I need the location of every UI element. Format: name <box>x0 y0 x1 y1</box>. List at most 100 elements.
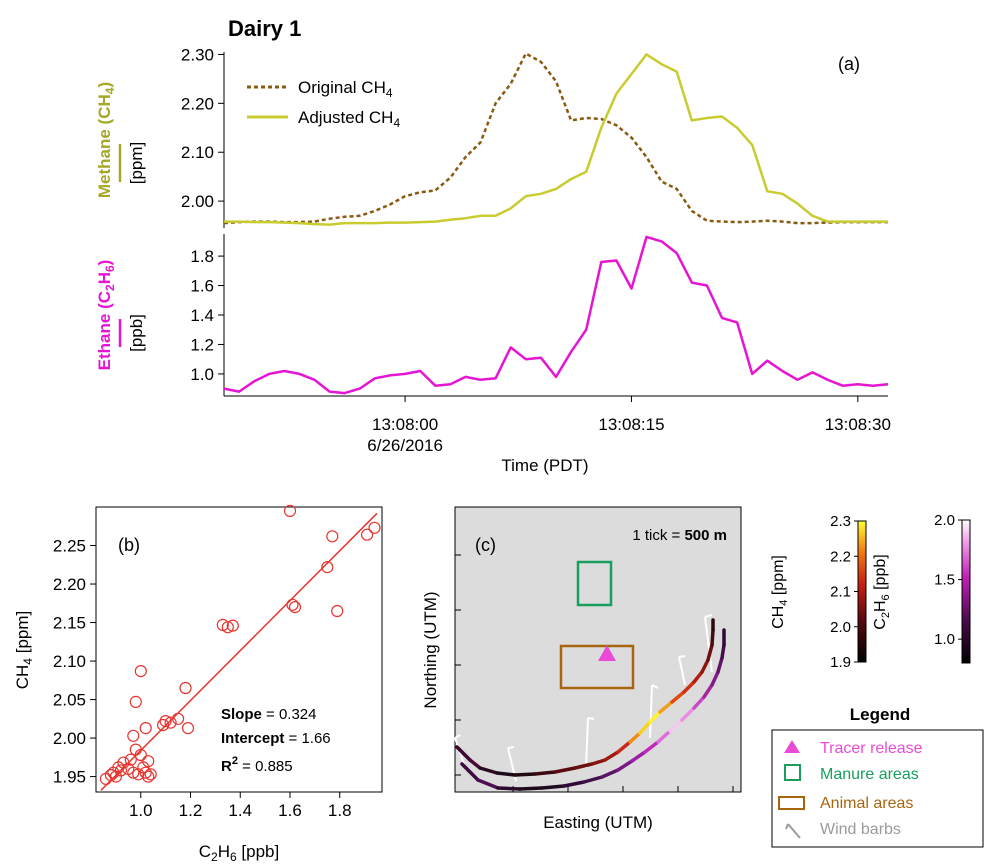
panel-b-axes <box>95 506 383 793</box>
track-segment <box>468 758 482 770</box>
fit-line <box>100 512 378 791</box>
track-segment <box>478 766 499 775</box>
track-segment <box>460 762 480 782</box>
track-segment <box>706 643 714 662</box>
track-segment <box>455 745 472 762</box>
legend-tracer-icon <box>784 740 800 753</box>
track-segment <box>692 695 706 710</box>
scatter-point <box>139 721 152 735</box>
map-legend-title: Legend <box>850 705 910 724</box>
colorbar-tick-label: 1.0 <box>934 631 955 648</box>
scatter-point <box>159 714 172 728</box>
scatter-point <box>181 721 195 735</box>
scatter-point <box>179 681 192 695</box>
y-tick-label: 1.4 <box>190 306 214 325</box>
time-x-label: Time (PDT) <box>501 456 588 475</box>
legend-animal-label: Animal areas <box>820 795 913 812</box>
x-tick-label: 1.0 <box>129 801 153 820</box>
track-segment <box>680 706 696 722</box>
x-tick-label: 1.2 <box>179 801 203 820</box>
panel-a-legend: Original CH4 Adjusted CH4 <box>247 78 400 130</box>
y-tick-label: 1.2 <box>190 335 214 354</box>
scatter-point <box>326 530 339 543</box>
y-tick-label: 1.95 <box>53 768 86 787</box>
y-tick-label: 2.10 <box>53 652 86 671</box>
y-tick-label: 1.0 <box>190 365 214 384</box>
colorbar-tick-label: 2.0 <box>934 512 955 529</box>
track-segment <box>682 680 696 694</box>
scatter-ticks: 1.0 1.2 1.4 1.6 1.8 1.95 2.00 2.05 2.10 2.15 2.20 2… <box>53 537 352 820</box>
legend-original-label: Original CH4 <box>298 78 393 100</box>
track-segment <box>628 731 642 744</box>
track-segment <box>702 683 714 699</box>
tracer-release-marker <box>598 645 616 661</box>
colorbar-tick-label: 1.9 <box>830 654 851 671</box>
track-segment <box>630 750 647 763</box>
methane-y-ticks: 2.00 2.10 2.20 2.30 <box>181 45 224 211</box>
c2h6-colorbar <box>961 519 971 664</box>
c2h6-colorbar-label: C2H6 [ppb] <box>872 554 892 629</box>
track-segment <box>590 758 607 766</box>
scatter-point <box>321 560 334 574</box>
map-ticks <box>455 554 734 792</box>
scatter-point <box>144 768 157 781</box>
scatter-point <box>331 604 344 618</box>
manure-area <box>576 560 613 607</box>
colorbar-tick-label: 1.5 <box>934 572 955 589</box>
scatter-point <box>226 619 239 632</box>
legend-adjusted-label: Adjusted CH4 <box>298 108 400 130</box>
track-segment <box>600 768 620 779</box>
track-segment <box>616 759 634 772</box>
track-segment <box>656 729 672 744</box>
track-segment <box>710 670 720 687</box>
y-tick-label: 2.10 <box>181 143 214 162</box>
x-tick-label: 1.6 <box>278 801 302 820</box>
track-segment <box>710 628 715 647</box>
scatter-point <box>283 504 297 517</box>
methane-y-label: Methane (CH4) [ppm] <box>95 82 146 198</box>
track-segment <box>582 775 604 784</box>
x-tick-label: 13:08:15 <box>598 415 664 434</box>
y-tick-label: 2.00 <box>53 729 86 748</box>
track-segment <box>648 710 662 724</box>
x-tick-label: 13:08:00 <box>372 415 438 434</box>
y-tick-label: 2.20 <box>53 575 86 594</box>
x-tick-sublabel: 6/26/2016 <box>367 436 443 455</box>
track-segment <box>638 720 652 735</box>
series-line-ethane <box>223 235 889 395</box>
x-tick-label: 1.4 <box>228 801 252 820</box>
r2-stat: R2 = 0.885 <box>221 755 293 775</box>
scatter-point <box>114 764 128 777</box>
track-segment <box>643 740 660 754</box>
scatter-point <box>127 766 140 779</box>
map-background <box>454 506 742 793</box>
scatter-point <box>286 598 299 611</box>
svg-text:[ppb]: [ppb] <box>127 314 146 352</box>
legend-wind-label: Wind barbs <box>820 821 901 838</box>
ch4-colorbar-label: CH4 [ppm] <box>770 555 790 629</box>
x-tick-label: 1.8 <box>328 801 352 820</box>
map-y-label: Northing (UTM) <box>421 591 440 708</box>
track-segment <box>533 770 557 776</box>
scatter-point <box>164 716 177 729</box>
legend-tracer-label: Tracer release <box>820 740 923 757</box>
scatter-point <box>124 753 137 766</box>
track-segment <box>553 766 577 774</box>
scatter-point <box>142 770 155 783</box>
panel-a-label: (a) <box>838 54 860 74</box>
track-segment <box>668 718 684 733</box>
figure-title: Dairy 1 <box>228 16 301 41</box>
svg-text:Methane (CH4): Methane (CH4) <box>95 82 117 198</box>
vehicle-tracks <box>455 618 726 791</box>
colorbar-tick-label: 2.1 <box>830 584 851 601</box>
legend-manure-icon <box>784 764 801 781</box>
map-x-label: Easting (UTM) <box>543 813 653 832</box>
track-segment <box>562 780 586 788</box>
track-segment <box>700 658 710 674</box>
scatter-y-label: CH4 [ppm] <box>13 611 35 690</box>
series-line-adjusted-ch4 <box>224 53 888 226</box>
legend-wind-barb-icon <box>785 823 801 839</box>
track-segment <box>496 786 522 791</box>
ch4-colorbar-ticks: 2.3 2.2 2.1 2.0 1.9 <box>830 513 858 671</box>
legend-animal-icon <box>778 796 805 810</box>
